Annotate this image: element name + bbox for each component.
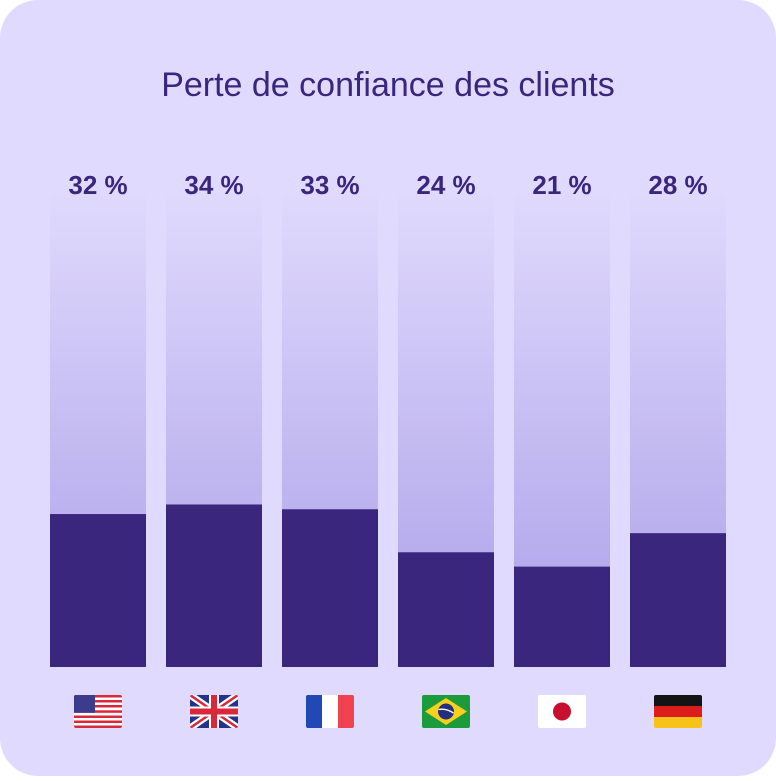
value-label: 34 % xyxy=(184,170,243,200)
flag-fr xyxy=(306,695,354,728)
plot: 32 % 34 % 33 % 24 % 21 % 28 % xyxy=(50,170,726,667)
flag-jp xyxy=(538,695,586,728)
bar xyxy=(282,509,378,667)
value-label: 21 % xyxy=(532,170,591,200)
value-label: 33 % xyxy=(300,170,359,200)
flags xyxy=(74,695,702,728)
value-label: 24 % xyxy=(416,170,475,200)
flag-de xyxy=(654,695,702,728)
value-label: 32 % xyxy=(68,170,127,200)
flag-br xyxy=(422,695,470,728)
flag-us xyxy=(74,695,122,728)
bar xyxy=(50,514,146,667)
bar xyxy=(514,566,610,667)
value-label: 28 % xyxy=(648,170,707,200)
flag-uk xyxy=(190,695,238,728)
bar xyxy=(630,533,726,667)
bar xyxy=(166,504,262,667)
chart-title: Perte de confiance des clients xyxy=(161,66,615,104)
bar xyxy=(398,552,494,667)
